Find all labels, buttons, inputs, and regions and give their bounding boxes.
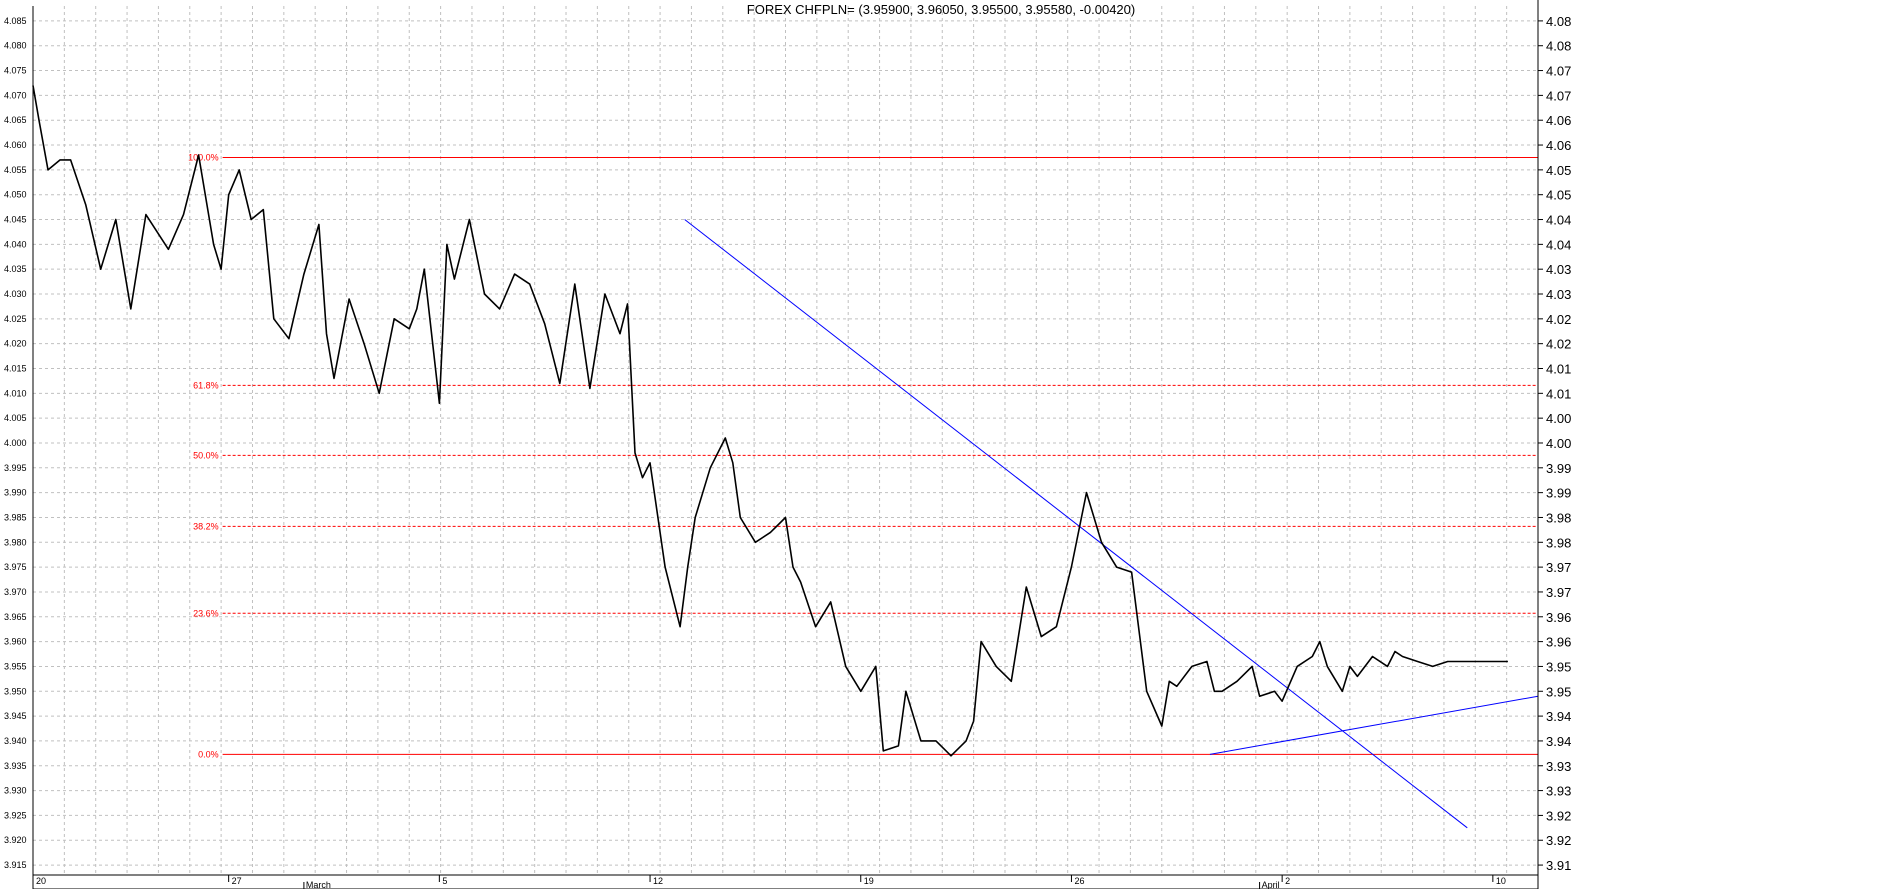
y-tick-label-left: 4.030 (4, 289, 27, 299)
y-tick-label-right: 3.99 (1546, 461, 1571, 476)
y-tick-label-right: 3.94 (1546, 709, 1571, 724)
y-tick-label-right: 4.05 (1546, 163, 1571, 178)
fibonacci-layer: 100.0% 61.8% 50.0% 38.2% 23.6% 0.0% (188, 152, 1538, 759)
y-tick-label-right: 4.00 (1546, 436, 1571, 451)
trendline-layer (684, 219, 1539, 829)
fib-level-label: 61.8% (193, 380, 219, 390)
fib-level-label: 100.0% (188, 152, 219, 162)
y-tick-label-right: 3.94 (1546, 734, 1571, 749)
x-tick-label: 12 (653, 876, 663, 886)
x-tick-label: 19 (864, 876, 874, 886)
y-tick-label-left: 3.960 (4, 637, 27, 647)
y-tick-label-left: 4.020 (4, 339, 27, 349)
y-tick-label-right: 3.92 (1546, 833, 1571, 848)
y-tick-label-right: 3.95 (1546, 659, 1571, 674)
y-tick-label-right: 3.91 (1546, 858, 1571, 873)
y-tick-label-right: 4.05 (1546, 188, 1571, 203)
y-tick-label-right: 4.03 (1546, 262, 1571, 277)
y-tick-label-left: 4.040 (4, 239, 27, 249)
y-tick-label-right: 3.98 (1546, 510, 1571, 525)
y-tick-label-right: 3.93 (1546, 784, 1571, 799)
fib-level-label: 0.0% (198, 749, 219, 759)
y-tick-label-left: 4.050 (4, 190, 27, 200)
y-tick-label-right: 4.02 (1546, 337, 1571, 352)
x-tick-label: 2 (1285, 876, 1290, 886)
y-tick-label-left: 3.940 (4, 736, 27, 746)
y-tick-label-left: 3.955 (4, 661, 27, 671)
y-tick-label-right: 4.00 (1546, 411, 1571, 426)
fib-level-label: 50.0% (193, 450, 219, 460)
price-series-line (32, 85, 1508, 757)
chart-title: FOREX CHFPLN= (3.95900, 3.96050, 3.95500… (747, 2, 1135, 17)
y-tick-label-left: 3.975 (4, 562, 27, 572)
y-tick-label-left: 4.035 (4, 264, 27, 274)
y-tick-label-right: 4.02 (1546, 312, 1571, 327)
x-tick-label: 5 (442, 876, 447, 886)
y-tick-label-left: 3.980 (4, 537, 27, 547)
y-tick-label-left: 4.080 (4, 41, 27, 51)
x-tick-label: 10 (1496, 876, 1506, 886)
month-label: March (306, 880, 331, 889)
y-tick-label-right: 4.07 (1546, 88, 1571, 103)
y-tick-label-right: 3.92 (1546, 808, 1571, 823)
y-tick-label-left: 4.010 (4, 388, 27, 398)
y-tick-label-right: 3.98 (1546, 535, 1571, 550)
y-tick-label-left: 4.045 (4, 215, 27, 225)
y-tick-label-left: 4.085 (4, 16, 27, 26)
y-tick-label-right: 3.93 (1546, 759, 1571, 774)
y-tick-label-left: 3.985 (4, 512, 27, 522)
y-tick-label-left: 4.015 (4, 363, 27, 373)
y-tick-label-right: 3.97 (1546, 560, 1571, 575)
y-tick-label-left: 3.945 (4, 711, 27, 721)
y-tick-label-right: 3.97 (1546, 585, 1571, 600)
fib-level-label: 23.6% (193, 608, 219, 618)
y-tick-label-left: 4.060 (4, 140, 27, 150)
y-tick-label-left: 3.950 (4, 686, 27, 696)
y-tick-label-right: 4.08 (1546, 39, 1571, 54)
y-tick-label-right: 4.01 (1546, 386, 1571, 401)
fib-level-label: 38.2% (193, 521, 219, 531)
y-tick-label-right: 4.04 (1546, 237, 1571, 252)
y-tick-label-right: 3.99 (1546, 486, 1571, 501)
y-tick-label-right: 4.06 (1546, 113, 1571, 128)
y-tick-label-left: 3.995 (4, 463, 27, 473)
y-tick-label-left: 3.925 (4, 810, 27, 820)
y-tick-label-left: 4.025 (4, 314, 27, 324)
y-tick-label-right: 3.96 (1546, 635, 1571, 650)
y-tick-label-left: 3.965 (4, 612, 27, 622)
y-tick-label-right: 4.03 (1546, 287, 1571, 302)
y-tick-label-left: 4.000 (4, 438, 27, 448)
y-tick-label-left: 3.935 (4, 761, 27, 771)
x-tick-label: 26 (1074, 876, 1084, 886)
x-tick-label: 20 (36, 876, 46, 886)
y-tick-label-left: 4.075 (4, 66, 27, 76)
y-tick-label-left: 3.930 (4, 786, 27, 796)
series-layer (32, 85, 1508, 757)
x-tick-label: 27 (232, 876, 242, 886)
y-tick-label-right: 4.06 (1546, 138, 1571, 153)
trendline (684, 219, 1468, 829)
y-tick-label-right: 3.95 (1546, 684, 1571, 699)
y-tick-label-right: 4.04 (1546, 213, 1571, 228)
y-tick-label-left: 3.990 (4, 488, 27, 498)
axis-layer: 4.085 4.08 4.080 4.08 4.075 4.07 4.070 4.07 4.06… (4, 0, 1571, 890)
y-tick-label-left: 4.065 (4, 115, 27, 125)
y-tick-label-left: 4.070 (4, 90, 27, 100)
y-tick-label-left: 3.920 (4, 835, 27, 845)
trendline (1209, 695, 1539, 755)
month-label: April (1262, 880, 1280, 889)
y-tick-label-right: 4.08 (1546, 14, 1571, 29)
y-tick-label-left: 4.005 (4, 413, 27, 423)
y-tick-label-left: 4.055 (4, 165, 27, 175)
y-tick-label-right: 4.01 (1546, 361, 1571, 376)
y-tick-label-right: 4.07 (1546, 64, 1571, 79)
y-tick-label-left: 3.915 (4, 860, 27, 870)
y-tick-label-left: 3.970 (4, 587, 27, 597)
y-tick-label-right: 3.96 (1546, 610, 1571, 625)
